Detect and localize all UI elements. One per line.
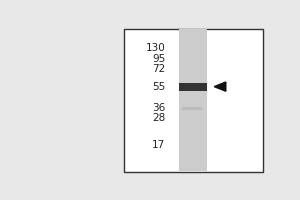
Bar bbox=[124, 29, 263, 172]
Polygon shape bbox=[214, 82, 226, 91]
Text: 72: 72 bbox=[152, 64, 165, 74]
Bar bbox=[179, 83, 207, 91]
Bar bbox=[182, 107, 202, 110]
Text: 36: 36 bbox=[152, 103, 165, 113]
Text: 130: 130 bbox=[146, 43, 165, 53]
Text: 95: 95 bbox=[152, 54, 165, 64]
Text: 17: 17 bbox=[152, 140, 165, 150]
Text: 28: 28 bbox=[152, 113, 165, 123]
Bar bbox=[179, 29, 207, 171]
Text: 55: 55 bbox=[152, 82, 165, 92]
